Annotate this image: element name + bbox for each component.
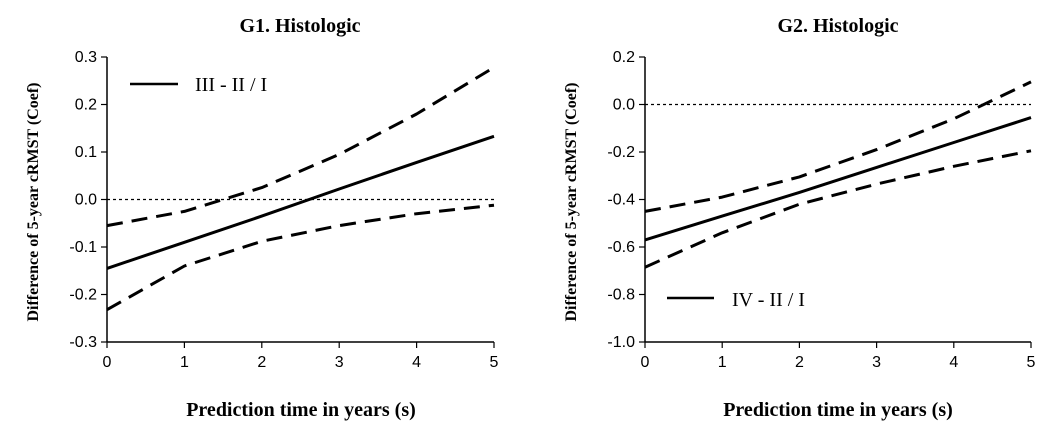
estimate-line (106, 134, 495, 270)
y-tick-label: -0.1 (69, 239, 97, 256)
x-tick-label: 2 (795, 354, 804, 371)
y-tick-label: -0.3 (69, 334, 97, 351)
y-axis-label: Difference of 5-year cRMST (Coef) (25, 82, 42, 321)
x-axis-label: Prediction time in years (s) (186, 399, 416, 421)
y-tick-label: 0.1 (75, 144, 97, 161)
x-tick-label: 5 (1027, 354, 1036, 371)
chart-title: G1. Histologic (239, 15, 360, 37)
y-tick-label: 0.2 (613, 49, 635, 66)
x-tick-label: 3 (872, 354, 881, 371)
y-tick-label: 0.2 (75, 97, 97, 114)
x-axis-label: Prediction time in years (s) (723, 399, 953, 421)
chart-panel-g1: G1. Histologic Difference of 5-year cRMS… (25, 15, 499, 421)
confidence-band-line (106, 203, 495, 312)
x-tick-label: 3 (335, 354, 344, 371)
legend-label: III - II / I (195, 74, 267, 96)
y-tick-label: -0.2 (69, 287, 97, 304)
legend-label: IV - II / I (732, 289, 805, 311)
y-tick-label: 0.0 (613, 97, 635, 114)
chart-title: G2. Histologic (777, 15, 898, 37)
estimate-line (644, 116, 1032, 242)
y-tick-label: -1.0 (607, 334, 635, 351)
y-axis-label: Difference of 5-year cRMST (Coef) (563, 82, 580, 321)
y-tick-label: -0.8 (607, 287, 635, 304)
x-tick-label: 1 (718, 354, 727, 371)
confidence-band-line (644, 149, 1032, 269)
x-tick-label: 1 (180, 354, 189, 371)
chart-panel-g2: G2. Histologic Difference of 5-year cRMS… (563, 15, 1036, 421)
y-tick-label: -0.4 (607, 192, 635, 209)
confidence-band-line (106, 66, 495, 228)
y-tick-label: -0.6 (607, 239, 635, 256)
confidence-band-line (644, 80, 1032, 213)
x-tick-label: 0 (103, 354, 112, 371)
x-tick-label: 0 (641, 354, 650, 371)
x-tick-label: 2 (257, 354, 266, 371)
x-tick-label: 4 (949, 354, 958, 371)
y-tick-label: -0.2 (607, 144, 635, 161)
x-tick-label: 4 (412, 354, 421, 371)
y-tick-label: 0.3 (75, 49, 97, 66)
y-tick-label: 0.0 (75, 192, 97, 209)
x-tick-label: 5 (490, 354, 499, 371)
